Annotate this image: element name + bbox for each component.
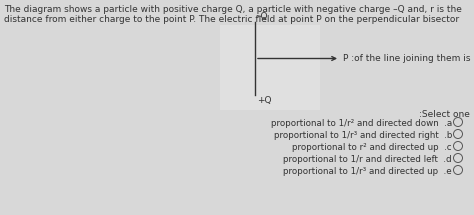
Text: proportional to 1/r² and directed down  .a: proportional to 1/r² and directed down .… [271,119,452,128]
Text: +Q: +Q [257,96,272,105]
Text: proportional to 1/r and directed left  .d: proportional to 1/r and directed left .d [283,155,452,164]
Text: distance from either charge to the point P. The electric field at point P on the: distance from either charge to the point… [4,15,459,24]
Text: The diagram shows a particle with positive charge Q, a particle with negative ch: The diagram shows a particle with positi… [4,5,462,14]
Text: :Select one: :Select one [419,110,470,119]
FancyBboxPatch shape [220,25,320,110]
Text: P :of the line joining them is: P :of the line joining them is [343,54,471,63]
Text: proportional to 1/r³ and directed right  .b: proportional to 1/r³ and directed right … [273,131,452,140]
Text: proportional to 1/r³ and directed up  .e: proportional to 1/r³ and directed up .e [283,167,452,176]
Text: proportional to r² and directed up  .c: proportional to r² and directed up .c [292,143,452,152]
Text: –Q: –Q [257,12,268,21]
